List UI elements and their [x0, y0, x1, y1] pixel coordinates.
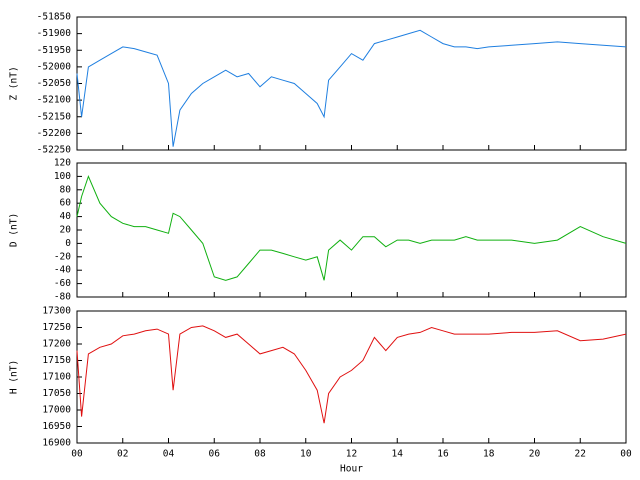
- y-tick-label: -52150: [37, 111, 72, 122]
- y-tick-label: 17000: [42, 405, 71, 416]
- x-tick-label: 06: [209, 449, 221, 460]
- y-tick-label: 16950: [42, 421, 71, 432]
- y-tick-label: 17050: [42, 388, 71, 399]
- plot-frame: [76, 310, 627, 444]
- plot-frame: [76, 162, 627, 298]
- y-tick-label: -52200: [37, 128, 72, 139]
- y-tick-label: 17300: [42, 306, 71, 317]
- y-tick-label: 17100: [42, 372, 71, 383]
- y-tick-label: -40: [54, 265, 71, 276]
- y-tick-label: 16900: [42, 438, 71, 449]
- data-line: [76, 29, 627, 147]
- y-tick-label: 17150: [42, 355, 71, 366]
- x-tick-label: 22: [575, 449, 586, 460]
- y-tick-label: -52000: [37, 61, 72, 72]
- y-tick-label: -52100: [37, 95, 72, 106]
- y-tick-label: -60: [54, 278, 71, 289]
- y-tick-label: -51900: [37, 28, 72, 39]
- x-tick-label: 00: [620, 449, 632, 460]
- y-tick-label: 80: [60, 184, 72, 195]
- y-tick-label: -51850: [37, 12, 72, 23]
- x-tick-label: 08: [254, 449, 266, 460]
- y-tick-label: 120: [54, 158, 71, 169]
- y-tick-label: 17250: [42, 322, 71, 333]
- x-tick-label: 18: [483, 449, 495, 460]
- x-axis-label: Hour: [340, 464, 363, 475]
- y-axis-label: D (nT): [9, 213, 20, 247]
- y-tick-label: -80: [54, 292, 71, 303]
- y-tick-label: 60: [60, 198, 72, 209]
- y-tick-label: 20: [60, 225, 72, 236]
- x-tick-label: 10: [300, 449, 312, 460]
- x-tick-label: 00: [71, 449, 83, 460]
- x-tick-label: 02: [117, 449, 128, 460]
- y-tick-label: 40: [60, 211, 72, 222]
- x-tick-label: 14: [392, 449, 404, 460]
- y-axis-label: Z (nT): [9, 66, 20, 100]
- data-line: [76, 325, 627, 424]
- data-line: [76, 175, 627, 281]
- x-tick-label: 16: [437, 449, 449, 460]
- x-tick-label: 20: [529, 449, 541, 460]
- x-tick-label: 04: [163, 449, 175, 460]
- y-tick-label: 100: [54, 171, 71, 182]
- y-tick-label: 17200: [42, 339, 71, 350]
- y-tick-label: 0: [65, 238, 71, 249]
- y-tick-label: -52250: [37, 145, 72, 156]
- y-axis-label: H (nT): [9, 360, 20, 394]
- x-tick-label: 12: [346, 449, 357, 460]
- plot-frame: [76, 16, 627, 151]
- y-tick-label: -52050: [37, 78, 72, 89]
- y-tick-label: -20: [54, 251, 71, 262]
- y-tick-label: -51950: [37, 45, 72, 56]
